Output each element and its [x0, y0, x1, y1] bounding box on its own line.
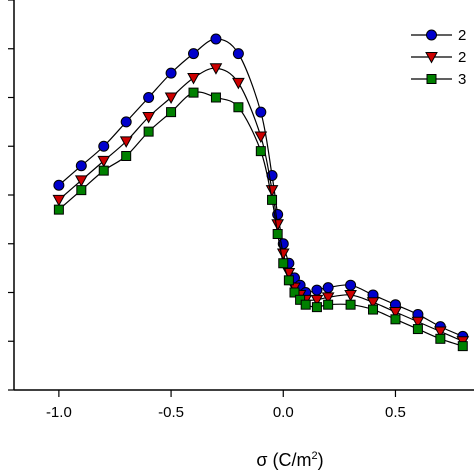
data-point — [164, 92, 178, 105]
data-point — [412, 324, 423, 335]
data-point — [271, 219, 285, 231]
data-point — [143, 126, 154, 137]
data-point — [300, 299, 311, 310]
data-point — [143, 92, 155, 103]
data-point — [345, 279, 357, 291]
data-point — [166, 107, 177, 118]
data-point — [76, 185, 87, 196]
data-point — [323, 299, 334, 310]
legend: 2 2 3 — [411, 27, 466, 88]
data-point — [344, 289, 357, 302]
data-point — [255, 106, 267, 118]
legend-label: 3 — [458, 71, 466, 88]
data-point — [368, 304, 379, 315]
data-point — [310, 294, 324, 307]
data-point — [322, 282, 334, 294]
data-point — [97, 155, 111, 168]
y-axis — [8, 0, 15, 391]
legend-label: 2 — [458, 49, 466, 66]
series-2 — [52, 63, 470, 348]
data-point — [119, 136, 133, 148]
data-point — [233, 102, 244, 113]
series-layer — [52, 33, 470, 352]
data-point — [272, 229, 283, 239]
data-point — [53, 179, 65, 191]
data-point — [53, 204, 64, 215]
data-point — [435, 333, 446, 344]
data-point — [120, 116, 132, 128]
data-point — [52, 194, 66, 207]
data-point — [390, 314, 401, 325]
series-line — [58, 38, 464, 337]
series-1 — [53, 33, 469, 342]
data-point — [283, 275, 294, 286]
data-point — [366, 297, 380, 309]
data-point — [267, 194, 278, 205]
x-tick-label: 0.5 — [385, 404, 406, 421]
data-point — [265, 185, 279, 197]
legend-item-2: 2 — [411, 49, 466, 66]
data-point — [289, 287, 300, 298]
data-point — [187, 73, 200, 85]
data-point — [74, 175, 88, 187]
data-point — [278, 258, 289, 269]
data-point — [188, 87, 199, 98]
data-point — [433, 326, 447, 339]
x-axis-title: σ (C/m2) — [256, 450, 323, 470]
legend-marker — [425, 52, 438, 64]
data-point — [232, 77, 245, 90]
data-point — [232, 48, 244, 60]
x-tick-label: 0.0 — [273, 404, 294, 421]
data-point — [210, 33, 222, 45]
data-point — [321, 292, 335, 304]
x-axis: -1.0 -0.5 0.0 0.5 — [14, 389, 474, 421]
data-point — [311, 302, 322, 313]
data-point — [254, 131, 268, 144]
data-point — [75, 160, 87, 172]
data-point — [209, 63, 223, 75]
x-tick-label: -0.5 — [158, 404, 184, 421]
legend-label: 2 — [458, 27, 466, 44]
legend-item-3: 3 — [411, 71, 466, 88]
data-point — [98, 140, 110, 152]
data-point — [188, 48, 200, 60]
data-point — [98, 165, 109, 176]
data-point — [411, 316, 425, 329]
data-point — [311, 284, 323, 296]
data-point — [457, 341, 468, 352]
data-point — [345, 299, 356, 310]
data-point — [142, 112, 155, 124]
data-point — [210, 92, 221, 103]
x-tick-label: -1.0 — [46, 404, 72, 421]
legend-marker — [426, 29, 437, 41]
data-point — [389, 307, 402, 319]
legend-marker — [426, 74, 437, 84]
legend-item-1: 2 — [411, 27, 466, 44]
data-point — [121, 151, 132, 161]
data-point — [165, 67, 177, 79]
data-point — [255, 146, 266, 157]
series-3 — [53, 87, 468, 352]
